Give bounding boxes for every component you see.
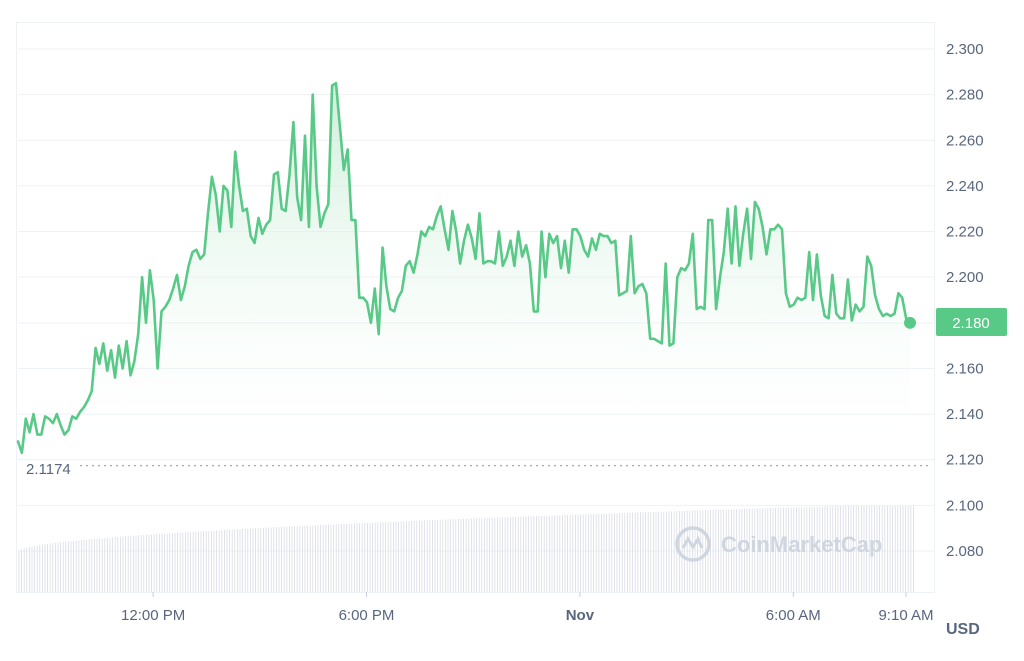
x-axis: 12:00 PM 6:00 PM Nov 6:00 AM 9:10 AM <box>121 592 934 624</box>
y-tick-label: 2.160 <box>946 360 984 377</box>
x-tick-label: 12:00 PM <box>121 607 185 624</box>
currency-unit-label: USD <box>946 621 980 638</box>
watermark-text: CoinMarketCap <box>721 532 882 557</box>
y-tick-label: 2.200 <box>946 269 984 286</box>
current-price-badge-bg <box>936 308 1007 336</box>
volume-bar-lines <box>18 506 914 592</box>
y-tick-label: 2.240 <box>946 178 984 195</box>
coinmarketcap-logo-icon <box>675 526 711 562</box>
price-area-fill <box>18 83 910 466</box>
coinmarketcap-watermark: CoinMarketCap <box>675 526 882 562</box>
y-tick-label: 2.300 <box>946 41 984 58</box>
y-tick-label: 2.260 <box>946 132 984 149</box>
y-tick-label: 2.220 <box>946 224 984 241</box>
y-tick-label: 2.100 <box>946 497 984 514</box>
x-tick-label: 6:00 AM <box>766 607 821 624</box>
y-tick-label: 2.120 <box>946 452 984 469</box>
x-tick-label: 9:10 AM <box>878 607 933 624</box>
y-tick-label: 2.140 <box>946 406 984 423</box>
coinmarketcap-logo-mark <box>681 535 704 550</box>
x-tick-label: 6:00 PM <box>339 607 395 624</box>
y-tick-label: 2.280 <box>946 87 984 104</box>
current-price-dot <box>904 316 916 329</box>
open-price-label: 2.1174 <box>26 461 71 478</box>
y-axis: 2.3002.2802.2602.2402.2202.2002.1802.160… <box>946 41 984 560</box>
chart-frame <box>16 22 935 593</box>
y-tick-label: 2.080 <box>946 543 984 560</box>
volume-bars <box>18 506 914 592</box>
x-tick-label: Nov <box>566 607 595 624</box>
current-price-badge-text: 2.180 <box>952 315 990 332</box>
current-price-badge: 2.180 <box>936 308 1007 336</box>
price-line <box>16 81 912 455</box>
